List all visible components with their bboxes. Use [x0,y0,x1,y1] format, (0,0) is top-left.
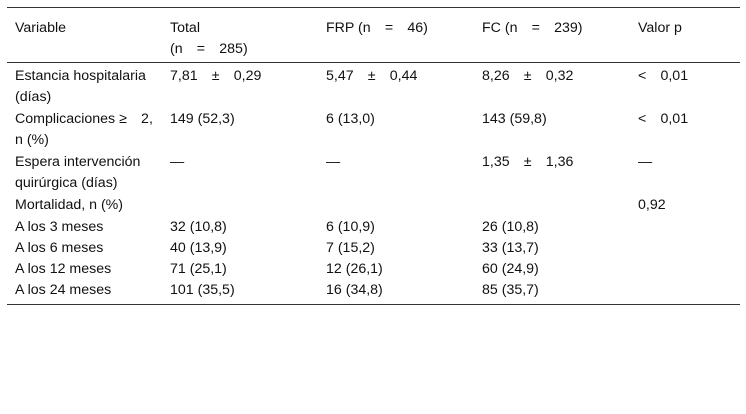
cell-variable: A los 12 meses [15,261,112,277]
header-p-value: Valor p [638,20,682,36]
cell-variable: A los 24 meses [15,282,112,298]
cell-frp: 6 (13,0) [326,111,375,127]
cell-p-value [630,216,740,238]
cell-fc: 85 (35,7) [482,282,539,298]
table-header: Variable Total (n = 285) FRP (n = 46) FC… [7,7,740,63]
cell-total: 40 (13,9) [170,240,227,256]
results-table-container: Variable Total (n = 285) FRP (n = 46) FC… [7,7,740,305]
header-row: Variable Total (n = 285) FRP (n = 46) FC… [7,7,740,63]
cell-frp: 16 (34,8) [326,282,383,298]
cell-variable: Estancia hospitalaria (días) [15,68,150,105]
results-table: Variable Total (n = 285) FRP (n = 46) FC… [7,7,740,305]
cell-fc: 33 (13,7) [482,240,539,256]
table-row: A los 24 meses 101 (35,5) 16 (34,8) 85 (… [7,280,740,305]
table-row: Complicaciones ≥ 2, n (%) 149 (52,3) 6 (… [7,108,740,151]
cell-frp [318,194,474,216]
cell-p-value: < 0,01 [638,111,689,127]
cell-total: 101 (35,5) [170,282,235,298]
cell-frp: 6 (10,9) [326,219,375,235]
header-frp: FRP (n = 46) [326,20,428,36]
cell-variable: A los 3 meses [15,219,104,235]
cell-p-value: < 0,01 [638,68,689,84]
cell-frp: 7 (15,2) [326,240,375,256]
cell-p-value [630,280,740,305]
cell-variable: Mortalidad, n (%) [15,197,124,213]
cell-variable: Espera intervención quirúrgica (días) [15,154,145,191]
table-body: Estancia hospitalaria (días) 7,81 ± 0,29… [7,63,740,305]
cell-fc: 1,35 ± 1,36 [482,154,574,170]
header-total: Total (n = 285) [170,20,248,57]
cell-p-value [630,259,740,280]
cell-frp: 12 (26,1) [326,261,383,277]
cell-total: — [170,154,185,170]
table-row: Mortalidad, n (%) 0,92 [7,194,740,216]
table-row: A los 3 meses 32 (10,8) 6 (10,9) 26 (10,… [7,216,740,238]
table-row: Estancia hospitalaria (días) 7,81 ± 0,29… [7,63,740,109]
header-fc: FC (n = 239) [482,20,583,36]
cell-total: 71 (25,1) [170,261,227,277]
cell-total: 7,81 ± 0,29 [170,68,262,84]
table-row: A los 12 meses 71 (25,1) 12 (26,1) 60 (2… [7,259,740,280]
cell-variable: A los 6 meses [15,240,104,256]
header-variable: Variable [15,20,66,36]
table-row: Espera intervención quirúrgica (días) — … [7,151,740,194]
cell-total: 149 (52,3) [170,111,235,127]
cell-total: 32 (10,8) [170,219,227,235]
cell-fc: 60 (24,9) [482,261,539,277]
cell-total [162,194,318,216]
cell-p-value [630,238,740,259]
cell-fc: 8,26 ± 0,32 [482,68,574,84]
cell-frp: 5,47 ± 0,44 [326,68,418,84]
cell-frp: — [326,154,341,170]
cell-fc: 26 (10,8) [482,219,539,235]
cell-p-value: 0,92 [638,197,666,213]
cell-variable: Complicaciones ≥ 2, n (%) [15,111,157,148]
table-row: A los 6 meses 40 (13,9) 7 (15,2) 33 (13,… [7,238,740,259]
cell-fc: 143 (59,8) [482,111,547,127]
cell-p-value: — [638,154,653,170]
cell-fc [474,194,630,216]
